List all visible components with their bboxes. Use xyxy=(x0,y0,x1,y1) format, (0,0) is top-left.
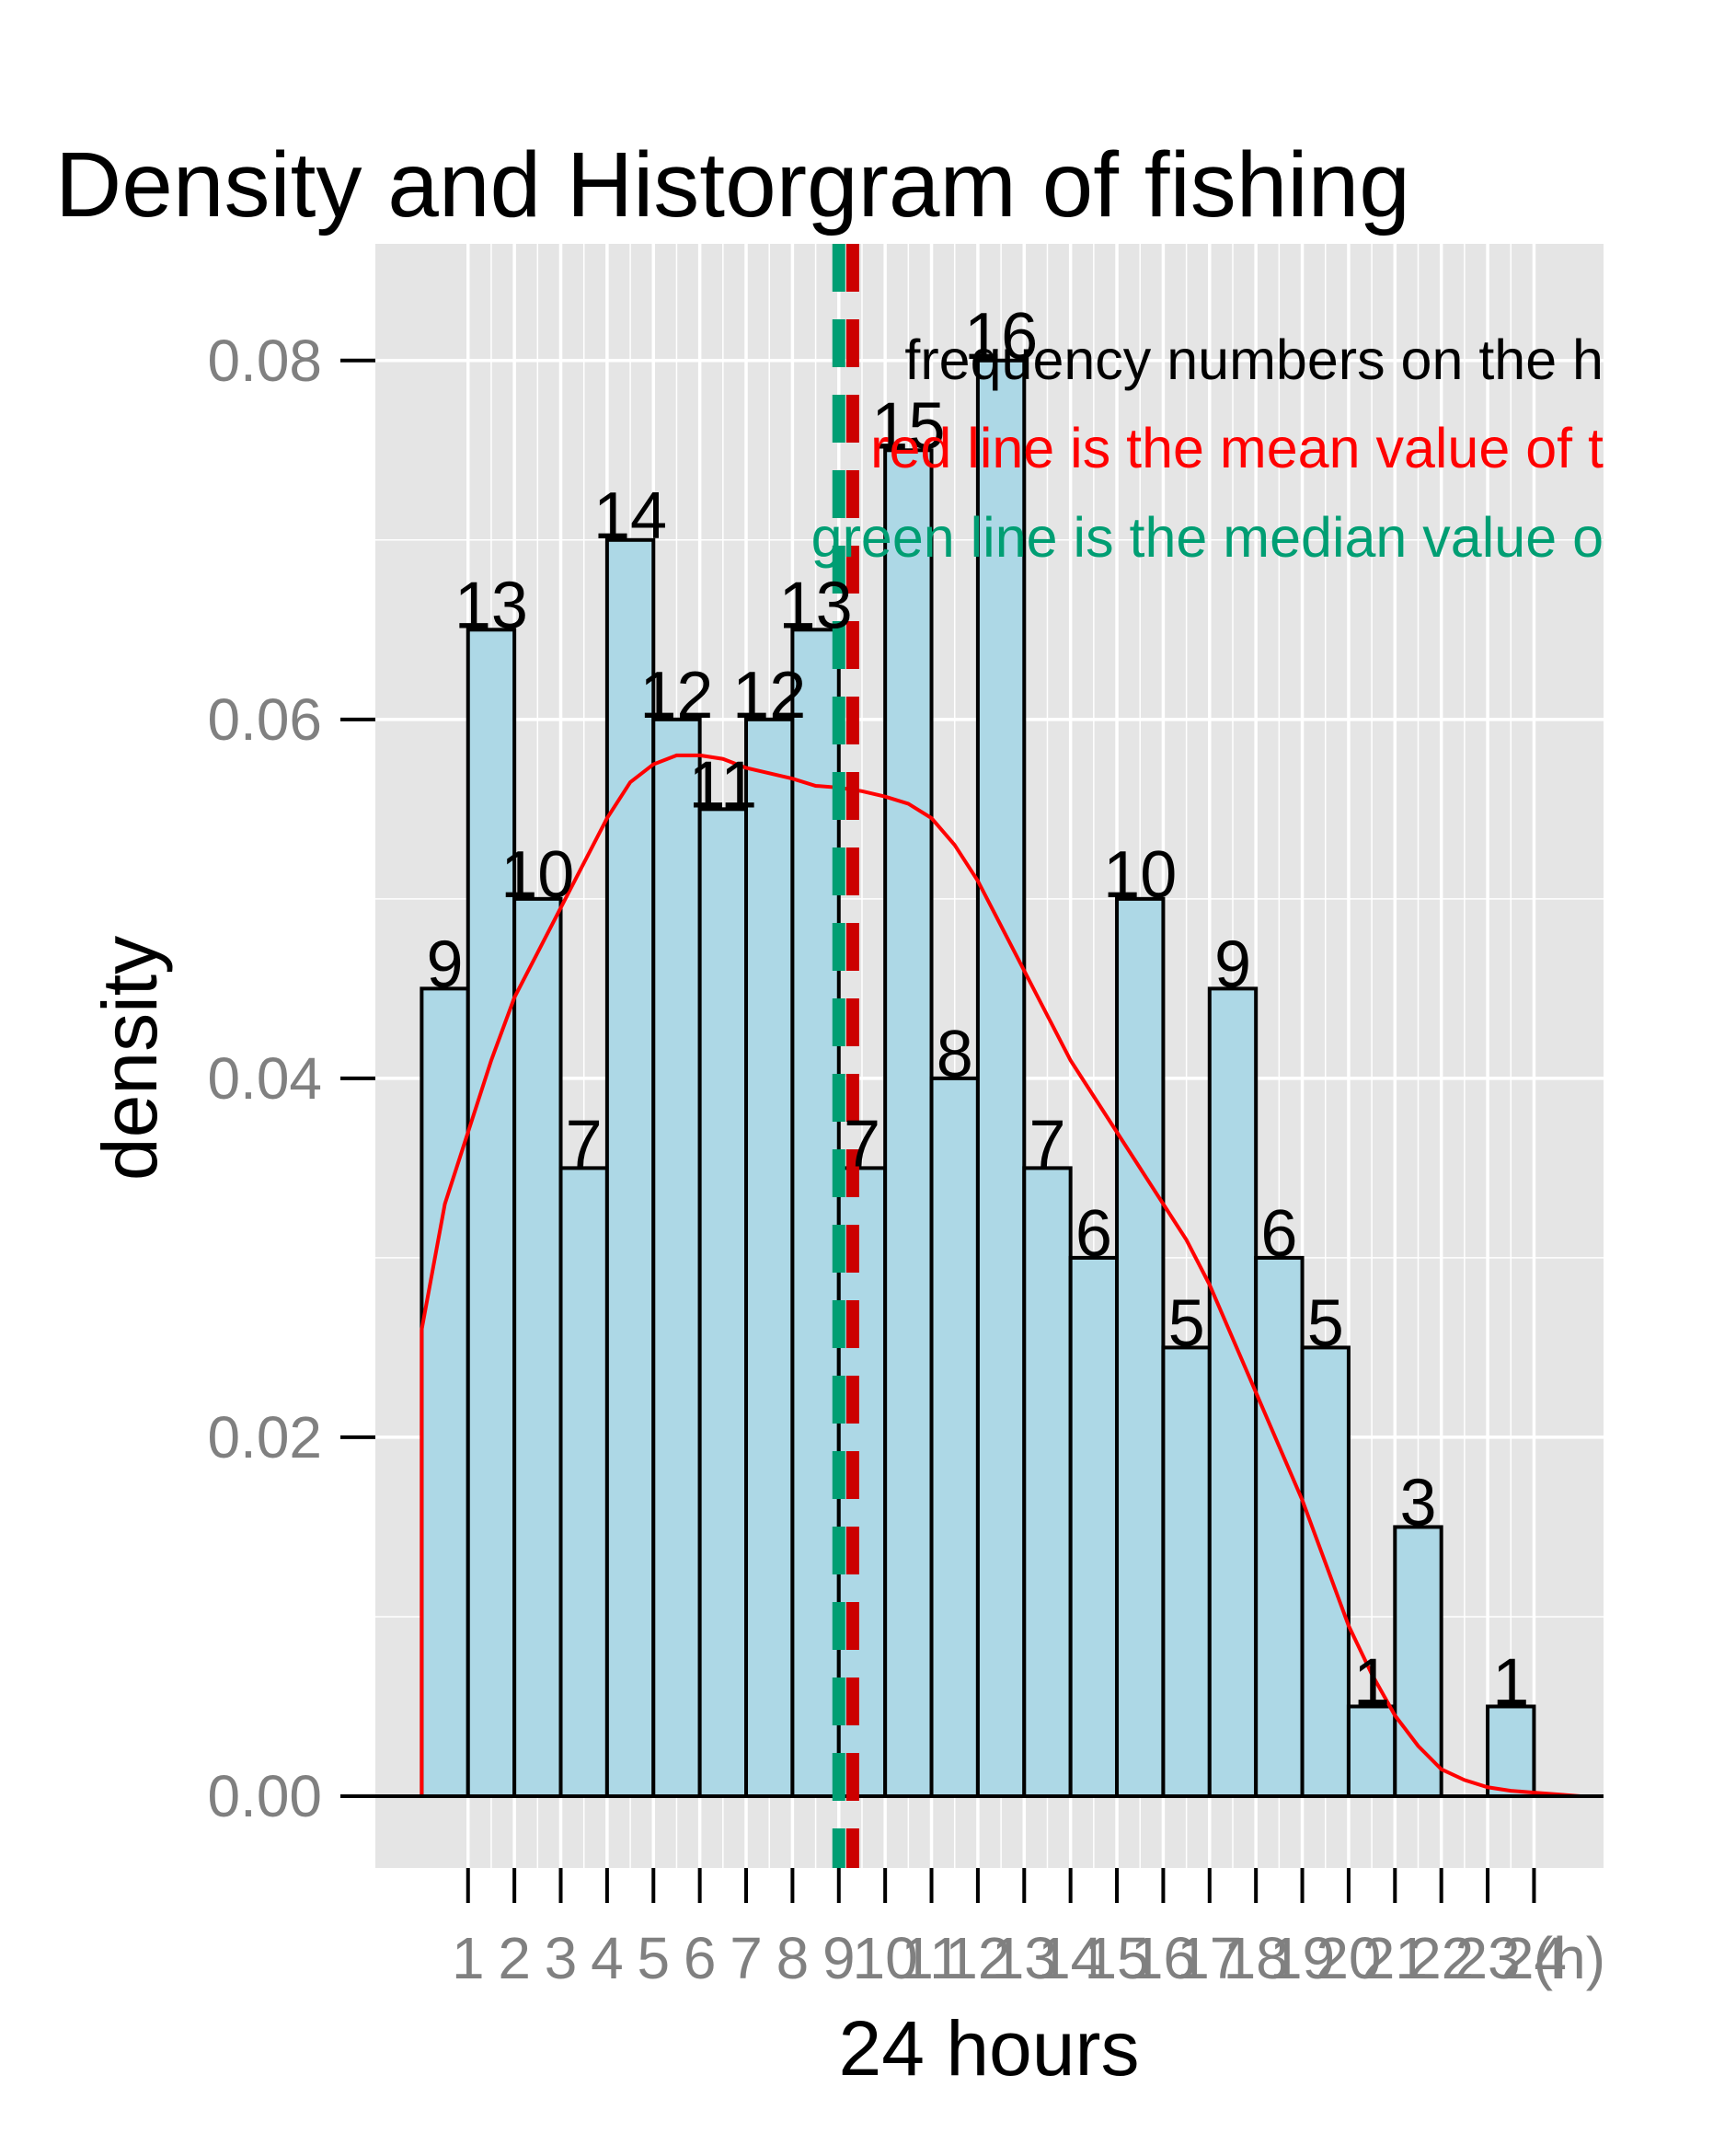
bar-count-label: 7 xyxy=(844,1107,880,1181)
histogram-bar xyxy=(420,986,470,1798)
x-tick-label: 2 xyxy=(498,1925,531,1991)
y-tick-label: 0.06 xyxy=(207,686,322,753)
x-tick-label: 5 xyxy=(637,1925,670,1991)
annotation-frequency: frequency numbers on the h xyxy=(904,329,1604,391)
histogram-bar xyxy=(975,358,1027,1798)
x-tick-label: 6 xyxy=(684,1925,717,1991)
histogram-bar xyxy=(1393,1525,1443,1798)
bar-count-label: 7 xyxy=(1029,1107,1065,1181)
x-tick-label: 1 xyxy=(452,1925,485,1991)
bar-count-label: 1 xyxy=(1492,1645,1529,1719)
histogram-bar xyxy=(1161,1345,1212,1798)
bar-count-label: 6 xyxy=(1260,1197,1297,1271)
x-tick-label: 15 xyxy=(1084,1925,1149,1991)
histogram-bar xyxy=(1254,1255,1305,1798)
histogram-bar xyxy=(883,448,934,1798)
histogram-bars xyxy=(420,358,1536,1798)
x-axis-title: 24 hours xyxy=(839,2005,1140,2092)
x-tick-label: 3 xyxy=(545,1925,578,1991)
x-tick-label: 9 xyxy=(822,1925,856,1991)
histogram-bar xyxy=(1300,1345,1351,1798)
annotation-median: green line is the median value o xyxy=(811,506,1604,569)
chart-title: Density and Historgram of fishing xyxy=(55,133,1410,236)
histogram-bar xyxy=(929,1076,980,1798)
x-unit-label: (h) xyxy=(1534,1925,1605,1991)
bar-count-label: 10 xyxy=(1103,838,1177,912)
y-tick-label: 0.02 xyxy=(207,1404,322,1470)
x-tick-label: 11 xyxy=(901,1925,961,1991)
x-tick-label: 7 xyxy=(730,1925,763,1991)
y-axis-title: density xyxy=(86,936,173,1181)
bar-count-label: 16 xyxy=(964,300,1038,374)
x-tick-label: 4 xyxy=(591,1925,624,1991)
bar-count-label: 13 xyxy=(454,569,528,642)
x-tick-label: 23 xyxy=(1454,1925,1520,1991)
bar-count-label: 6 xyxy=(1075,1197,1112,1271)
x-tick-label: 17 xyxy=(1177,1925,1242,1991)
histogram-bar xyxy=(836,1166,888,1798)
bar-count-label: 9 xyxy=(427,928,464,1001)
annotation-mean: red line is the mean value of t xyxy=(870,417,1604,479)
histogram-bar xyxy=(1115,896,1166,1798)
histogram-bar xyxy=(1346,1704,1397,1798)
bar-count-label: 8 xyxy=(937,1018,973,1091)
bar-count-label: 12 xyxy=(639,659,713,732)
histogram-bar xyxy=(604,537,656,1798)
histogram-bar xyxy=(512,896,563,1798)
x-tick-label: 14 xyxy=(1038,1925,1103,1991)
histogram-bar xyxy=(1207,986,1259,1798)
x-tick-label: 10 xyxy=(853,1925,918,1991)
x-tick-label: 24 xyxy=(1501,1925,1567,1991)
y-axis: 0.00 0.02 0.04 0.06 0.08 xyxy=(207,328,375,1829)
bar-count-label: 14 xyxy=(593,479,667,553)
histogram-bar xyxy=(466,628,517,1798)
y-tick-label: 0.00 xyxy=(207,1763,322,1829)
x-tick-label: 8 xyxy=(776,1925,810,1991)
histogram-bar xyxy=(790,628,841,1798)
x-tick-label: 12 xyxy=(945,1925,1010,1991)
bar-count-label: 12 xyxy=(732,659,806,732)
histogram-bar xyxy=(1486,1704,1536,1798)
y-tick-label: 0.04 xyxy=(207,1045,322,1112)
x-tick-label: 16 xyxy=(1131,1925,1196,1991)
x-tick-label: 18 xyxy=(1224,1925,1289,1991)
x-tick-label: 20 xyxy=(1316,1925,1381,1991)
x-tick-label: 13 xyxy=(992,1925,1057,1991)
histogram-bar xyxy=(1022,1166,1073,1798)
bar-count-label: 11 xyxy=(688,748,757,822)
bar-count-label: 5 xyxy=(1168,1286,1205,1360)
bar-count-label: 9 xyxy=(1214,928,1251,1001)
x-tick-label: 21 xyxy=(1362,1925,1428,1991)
histogram-bar xyxy=(1068,1255,1120,1798)
x-tick-label: 19 xyxy=(1270,1925,1335,1991)
bar-count-label: 5 xyxy=(1307,1286,1344,1360)
bar-count-label: 3 xyxy=(1399,1466,1436,1539)
bar-count-label: 1 xyxy=(1353,1645,1390,1719)
annotations: frequency numbers on the h red line is t… xyxy=(811,329,1604,569)
histogram-bar xyxy=(558,1166,609,1798)
histogram-bar xyxy=(697,807,749,1798)
bar-count-label: 13 xyxy=(779,569,853,642)
y-tick-label: 0.08 xyxy=(207,328,322,394)
histogram-bar xyxy=(651,717,702,1798)
bar-count-label: 15 xyxy=(871,389,945,463)
bar-count-label: 10 xyxy=(500,838,574,912)
bar-count-label: 7 xyxy=(566,1107,603,1181)
histogram-bar xyxy=(744,717,795,1798)
x-tick-label: 22 xyxy=(1408,1925,1474,1991)
density-curve xyxy=(420,753,1581,1798)
